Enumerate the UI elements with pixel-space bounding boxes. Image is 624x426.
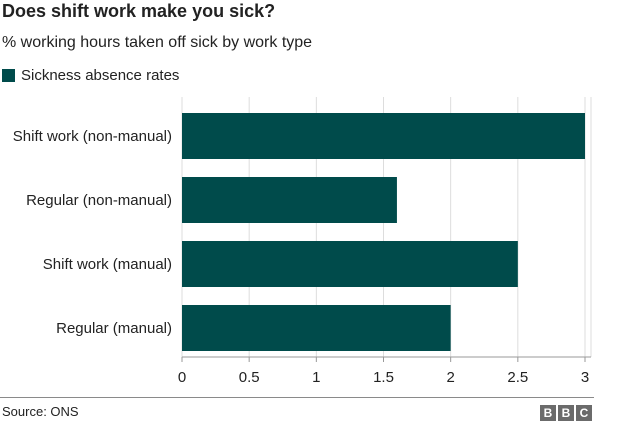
x-tick-label: 3: [581, 369, 589, 386]
bbc-logo-letter: C: [576, 405, 592, 421]
source-note: Source: ONS: [2, 404, 79, 419]
bbc-logo-letter: B: [540, 405, 556, 421]
chart-subtitle: % working hours taken off sick by work t…: [2, 34, 313, 51]
legend: Sickness absence rates: [2, 67, 179, 84]
category-label: Regular (manual): [56, 320, 172, 337]
category-label: Shift work (manual): [43, 256, 172, 273]
x-tick-label: 1: [312, 369, 320, 386]
bar: [182, 177, 397, 223]
legend-swatch: [2, 69, 15, 82]
bar: [182, 305, 451, 351]
x-tick-label: 2: [446, 369, 454, 386]
bar: [182, 113, 585, 159]
x-tick-label: 0.5: [239, 369, 260, 386]
legend-label: Sickness absence rates: [21, 67, 180, 84]
x-tick-label: 1.5: [373, 369, 394, 386]
category-label: Shift work (non-manual): [13, 128, 172, 145]
bbc-logo: B B C: [540, 405, 592, 421]
bar: [182, 241, 518, 287]
chart-title: Does shift work make you sick?: [2, 1, 276, 21]
footer-divider: [0, 397, 594, 398]
x-tick-label: 2.5: [507, 369, 528, 386]
category-label: Regular (non-manual): [26, 192, 172, 209]
x-tick-label: 0: [178, 369, 186, 386]
bbc-logo-letter: B: [558, 405, 574, 421]
